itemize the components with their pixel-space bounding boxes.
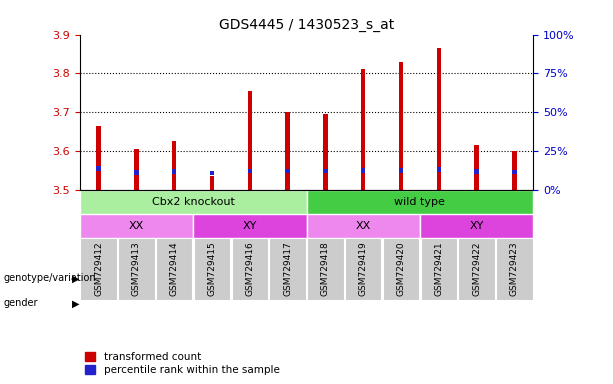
Legend: transformed count, percentile rank within the sample: transformed count, percentile rank withi… [85, 352, 280, 375]
Text: XY: XY [470, 221, 484, 231]
Text: GSM729412: GSM729412 [94, 241, 103, 296]
Bar [270, 238, 306, 300]
Bar [436, 48, 441, 190]
Bar [421, 238, 457, 300]
Text: GSM729421: GSM729421 [434, 241, 443, 296]
Bar [398, 62, 403, 190]
Bar [134, 170, 139, 175]
Bar [361, 168, 365, 173]
Text: XY: XY [243, 221, 257, 231]
Bar [248, 91, 252, 190]
Bar [285, 169, 290, 174]
Bar [512, 170, 517, 174]
Text: GSM729416: GSM729416 [245, 241, 254, 296]
Title: GDS4445 / 1430523_s_at: GDS4445 / 1430523_s_at [219, 18, 394, 32]
Bar [285, 112, 290, 190]
Text: Cbx2 knockout: Cbx2 knockout [151, 197, 235, 207]
Text: GSM729417: GSM729417 [283, 241, 292, 296]
Text: XX: XX [129, 221, 144, 231]
Text: gender: gender [3, 298, 37, 308]
Bar [172, 169, 177, 174]
Bar [420, 214, 533, 238]
Bar [210, 176, 215, 190]
Bar [118, 238, 154, 300]
Text: GSM729419: GSM729419 [359, 241, 368, 296]
Text: XX: XX [356, 221, 371, 231]
Text: GSM729415: GSM729415 [207, 241, 216, 296]
Bar [306, 214, 420, 238]
Bar [345, 238, 381, 300]
Bar [436, 167, 441, 172]
Bar [96, 126, 101, 190]
Bar [248, 169, 252, 174]
Text: GSM729420: GSM729420 [397, 241, 406, 296]
Bar [80, 238, 116, 300]
Text: GSM729418: GSM729418 [321, 241, 330, 296]
Bar [307, 238, 343, 300]
Bar [210, 171, 215, 175]
Text: ▶: ▶ [72, 273, 80, 283]
Bar [474, 169, 479, 174]
Bar [497, 238, 533, 300]
Text: GSM729413: GSM729413 [132, 241, 141, 296]
Bar [232, 238, 268, 300]
Bar [512, 151, 517, 190]
Text: GSM729423: GSM729423 [510, 241, 519, 296]
Bar [383, 238, 419, 300]
Bar [398, 168, 403, 173]
Bar [459, 238, 495, 300]
Bar [474, 145, 479, 190]
Bar [306, 190, 533, 214]
Bar [96, 166, 101, 171]
Text: wild type: wild type [395, 197, 445, 207]
Bar [361, 70, 365, 190]
Bar [80, 190, 306, 214]
Text: GSM729422: GSM729422 [472, 241, 481, 296]
Text: GSM729414: GSM729414 [170, 241, 179, 296]
Bar [323, 169, 328, 174]
Bar [323, 114, 328, 190]
Text: ▶: ▶ [72, 298, 80, 308]
Bar [193, 214, 306, 238]
Bar [194, 238, 230, 300]
Bar [134, 149, 139, 190]
Bar [80, 214, 193, 238]
Bar [156, 238, 192, 300]
Bar [172, 141, 177, 190]
Text: genotype/variation: genotype/variation [3, 273, 96, 283]
